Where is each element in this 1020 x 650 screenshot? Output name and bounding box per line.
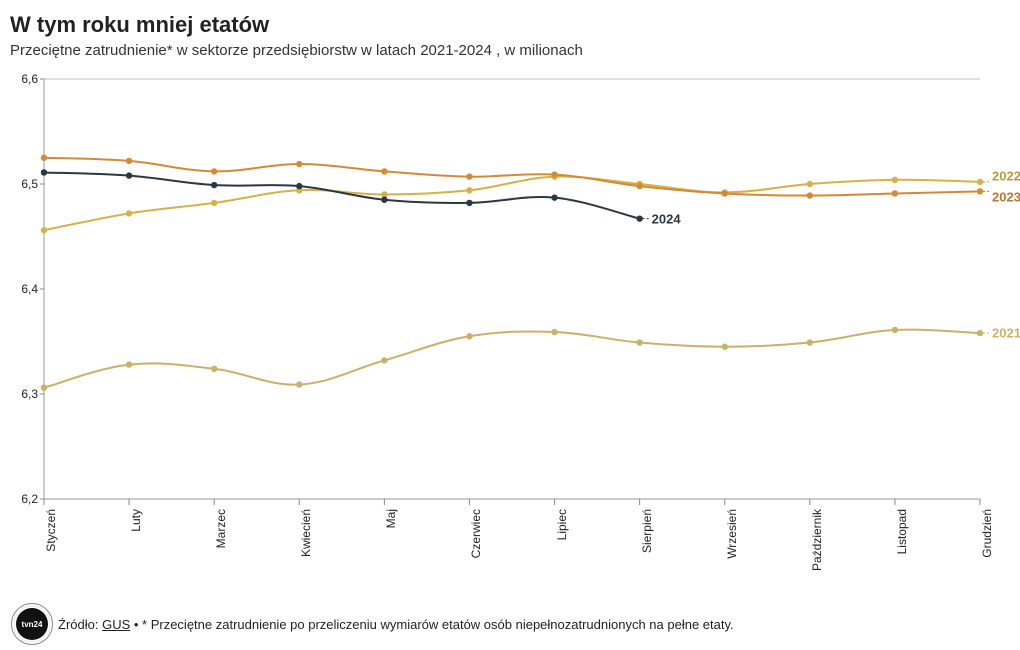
chart-area: 6,26,36,46,56,6StyczeńLutyMarzecKwiecień… [10,69,1010,594]
source-prefix: Źródło: [58,617,102,632]
source-link[interactable]: GUS [102,617,130,632]
footer-text: Źródło: GUS • * Przeciętne zatrudnienie … [58,617,734,632]
line-chart [10,69,1010,589]
chart-subtitle: Przeciętne zatrudnienie* w sektorze prze… [10,42,1010,59]
chart-title: W tym roku mniej etatów [10,12,1010,38]
tvn24-logo: tvn24 [14,606,50,642]
footer-note: • * Przeciętne zatrudnienie po przelicze… [130,617,733,632]
chart-footer: tvn24 Źródło: GUS • * Przeciętne zatrudn… [10,606,1010,642]
